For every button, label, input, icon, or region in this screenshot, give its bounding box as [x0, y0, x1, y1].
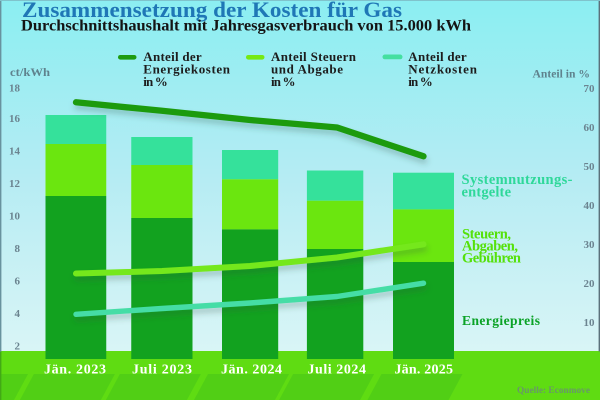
svg-text:10: 10	[9, 210, 21, 222]
svg-text:Anteil der: Anteil der	[143, 49, 202, 64]
svg-text:18: 18	[9, 83, 21, 95]
svg-text:16: 16	[9, 113, 21, 125]
svg-text:20: 20	[584, 278, 596, 290]
svg-text:Anteil in %: Anteil in %	[533, 69, 591, 81]
svg-text:Anteil Steuern: Anteil Steuern	[271, 49, 357, 64]
svg-text:60: 60	[584, 122, 596, 134]
svg-text:50: 50	[584, 161, 596, 173]
svg-text:Systemnutzungs-: Systemnutzungs-	[462, 172, 573, 188]
svg-text:Netzkosten: Netzkosten	[408, 62, 477, 77]
svg-text:Jän. 2024: Jän. 2024	[221, 363, 282, 378]
svg-text:12: 12	[9, 178, 21, 190]
svg-text:30: 30	[584, 239, 596, 251]
svg-text:Abgaben,: Abgaben,	[462, 239, 518, 255]
svg-text:in %: in %	[408, 74, 433, 89]
svg-text:in %: in %	[271, 74, 296, 89]
svg-text:Juli 2024: Juli 2024	[307, 363, 366, 378]
svg-text:in %: in %	[143, 74, 168, 89]
svg-text:Juli 2023: Juli 2023	[132, 363, 192, 378]
svg-text:entgelte: entgelte	[462, 185, 512, 201]
svg-text:14: 14	[9, 145, 21, 157]
svg-text:Jän. 2023: Jän. 2023	[44, 363, 106, 378]
svg-text:und Abgabe: und Abgabe	[271, 62, 343, 77]
svg-text:8: 8	[15, 243, 21, 255]
svg-text:Zusammensetzung der Kosten für: Zusammensetzung der Kosten für Gas	[22, 0, 402, 22]
svg-text:Steuern,: Steuern,	[462, 227, 511, 243]
svg-text:Energiekosten: Energiekosten	[143, 62, 230, 77]
svg-text:6: 6	[15, 275, 21, 287]
svg-text:Energiepreis: Energiepreis	[462, 313, 540, 328]
svg-text:2: 2	[15, 340, 21, 352]
svg-text:10: 10	[584, 317, 596, 329]
svg-text:Jän. 2025: Jän. 2025	[394, 363, 453, 378]
svg-text:4: 4	[15, 308, 21, 320]
svg-text:Gebühren: Gebühren	[462, 251, 521, 267]
svg-text:40: 40	[584, 200, 596, 212]
svg-text:ct/kWh: ct/kWh	[10, 67, 51, 79]
svg-text:Quelle: Econmove: Quelle: Econmove	[517, 385, 590, 395]
svg-text:70: 70	[584, 83, 596, 95]
svg-text:Anteil der: Anteil der	[408, 49, 467, 64]
svg-text:Durchschnittshaushalt mit Jahr: Durchschnittshaushalt mit Jahresgasverbr…	[21, 18, 471, 35]
